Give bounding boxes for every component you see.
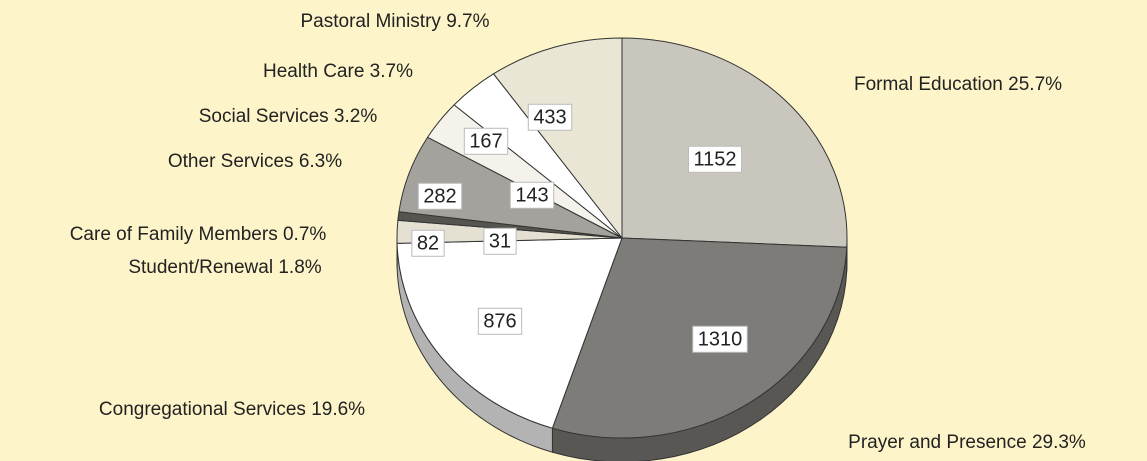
share-label: 3.7%	[370, 61, 413, 82]
category-name: Care of Family Members	[70, 224, 278, 245]
category-label: Formal Education 25.7%	[854, 74, 1062, 95]
share-label: 0.7%	[283, 224, 326, 245]
value-label: 31	[489, 230, 511, 252]
category-name: Other Services	[168, 151, 294, 172]
category-label: Other Services 6.3%	[168, 151, 342, 172]
share-label: 6.3%	[299, 151, 342, 172]
category-name: Student/Renewal	[128, 257, 273, 278]
category-label: Social Services 3.2%	[199, 106, 378, 127]
category-label: Student/Renewal 1.8%	[128, 257, 321, 278]
category-name: Congregational Services	[99, 399, 306, 420]
share-label: 3.2%	[334, 106, 377, 127]
value-label: 82	[417, 232, 439, 254]
value-label-box	[463, 127, 509, 155]
value-label-box	[477, 307, 523, 335]
value-label-box	[509, 181, 555, 209]
category-name: Formal Education	[854, 74, 1003, 95]
category-label: Care of Family Members 0.7%	[70, 224, 327, 245]
share-label: 1.8%	[278, 257, 321, 278]
category-name: Health Care	[263, 61, 364, 82]
share-label: 29.3%	[1032, 432, 1086, 453]
value-label: 1310	[698, 328, 743, 350]
value-label: 433	[533, 106, 566, 128]
slice	[492, 37, 623, 240]
category-label: Prayer and Presence 29.3%	[848, 432, 1086, 453]
share-label: 9.7%	[446, 11, 489, 32]
value-label: 1152	[693, 148, 736, 170]
category-name: Social Services	[199, 106, 329, 127]
value-label-box	[527, 103, 573, 131]
value-label-box	[692, 325, 748, 353]
value-label: 167	[469, 130, 502, 152]
value-label: 282	[423, 185, 456, 207]
category-label: Health Care 3.7%	[263, 61, 413, 82]
value-label: 143	[515, 184, 548, 206]
value-label-box	[417, 182, 463, 210]
share-label: 25.7%	[1008, 74, 1062, 95]
value-label-box	[483, 227, 517, 255]
category-name: Pastoral Ministry	[300, 11, 441, 32]
value-label-box	[411, 229, 445, 257]
slice	[621, 37, 848, 248]
category-label: Pastoral Ministry 9.7%	[300, 11, 489, 32]
category-label: Congregational Services 19.6%	[99, 399, 365, 420]
value-label: 876	[483, 310, 516, 332]
share-label: 19.6%	[311, 399, 365, 420]
value-label-box	[687, 145, 743, 173]
category-name: Prayer and Presence	[848, 432, 1027, 453]
